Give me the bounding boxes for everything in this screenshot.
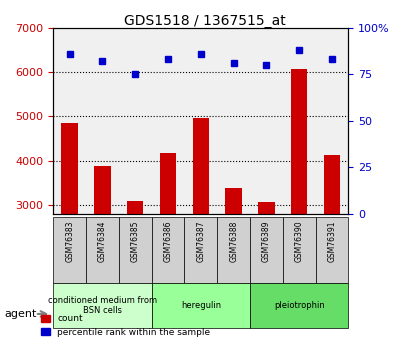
Text: pleiotrophin: pleiotrophin <box>273 301 324 310</box>
Text: GSM76385: GSM76385 <box>130 221 139 262</box>
Text: GSM76388: GSM76388 <box>229 221 238 262</box>
Text: GSM76386: GSM76386 <box>163 221 172 262</box>
FancyBboxPatch shape <box>249 217 282 283</box>
Text: GSM76390: GSM76390 <box>294 221 303 262</box>
FancyBboxPatch shape <box>249 283 348 328</box>
FancyBboxPatch shape <box>282 217 315 283</box>
Text: GSM76384: GSM76384 <box>98 221 107 262</box>
Legend: count, percentile rank within the sample: count, percentile rank within the sample <box>37 311 213 341</box>
Bar <box>225 188 241 338</box>
Text: GSM76387: GSM76387 <box>196 221 205 262</box>
FancyBboxPatch shape <box>86 217 119 283</box>
FancyBboxPatch shape <box>151 283 249 328</box>
FancyBboxPatch shape <box>119 217 151 283</box>
FancyBboxPatch shape <box>53 283 151 328</box>
Bar <box>127 201 143 338</box>
FancyBboxPatch shape <box>53 217 86 283</box>
Text: heregulin: heregulin <box>180 301 220 310</box>
Text: GSM76383: GSM76383 <box>65 221 74 262</box>
Bar <box>94 166 110 338</box>
Bar <box>323 155 339 338</box>
FancyBboxPatch shape <box>184 217 217 283</box>
Text: GSM76391: GSM76391 <box>327 221 336 262</box>
FancyBboxPatch shape <box>217 217 249 283</box>
Text: GSM76389: GSM76389 <box>261 221 270 262</box>
Bar <box>160 153 176 338</box>
Bar <box>258 203 274 338</box>
Text: agent: agent <box>4 309 36 319</box>
FancyBboxPatch shape <box>315 217 348 283</box>
FancyBboxPatch shape <box>151 217 184 283</box>
Bar <box>290 69 307 338</box>
Bar <box>192 118 209 338</box>
Bar <box>61 123 78 338</box>
Text: conditioned medium from
BSN cells: conditioned medium from BSN cells <box>48 296 157 315</box>
Text: GDS1518 / 1367515_at: GDS1518 / 1367515_at <box>124 14 285 28</box>
